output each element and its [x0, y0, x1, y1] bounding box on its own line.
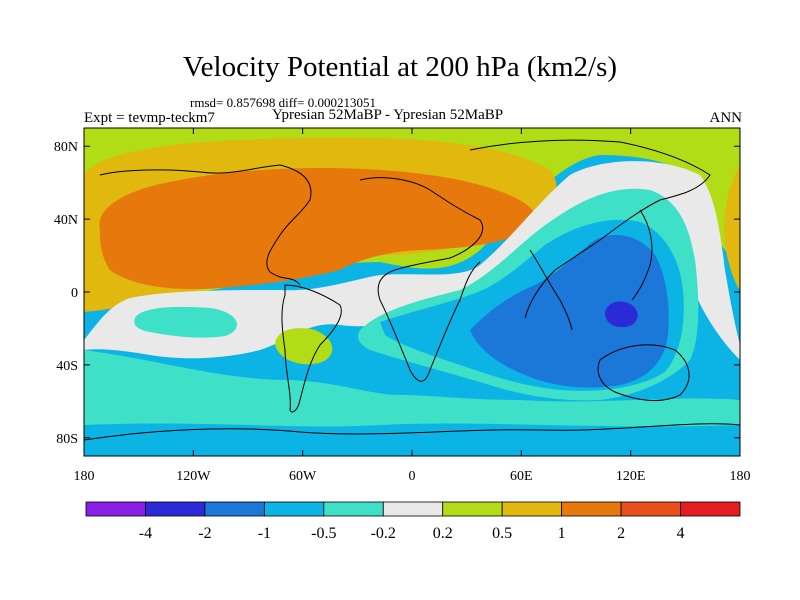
coastlines: [84, 139, 740, 441]
experiment-label: Expt = tevmp-teckm7: [84, 110, 215, 126]
contour-region-antarctic: [84, 423, 740, 456]
colorbar-swatch: [620, 501, 681, 517]
colorbar-swatch: [85, 501, 146, 517]
colorbar-label: 1: [558, 525, 566, 542]
colorbar-swatch: [204, 501, 265, 517]
x-tick-label: 0: [409, 469, 416, 484]
colorbar-swatch: [442, 501, 503, 517]
coast-south-america: [281, 284, 342, 413]
coast-north-america: [99, 164, 312, 286]
colorbar-label: -4: [139, 525, 152, 542]
colorbar-label: 0.5: [492, 525, 512, 542]
coast-europe-africa: [359, 177, 484, 382]
y-tick-label: 80S: [56, 432, 78, 447]
stats-text: rmsd= 0.857698 diff= 0.000213051: [190, 95, 376, 110]
contour-fill-field: [84, 128, 740, 456]
x-axis-ticks: 180 120W 60W 0 60E 120E 180: [74, 128, 751, 484]
colorbar-label: 0.2: [433, 525, 453, 542]
colorbar-swatch: [680, 501, 741, 517]
contour-region-negative-tongue: [134, 306, 237, 338]
page-title: Velocity Potential at 200 hPa (km2/s): [182, 51, 618, 83]
colorbar-swatch: [323, 501, 384, 517]
contour-region-positive-strong: [99, 168, 536, 290]
x-tick-label: 180: [74, 469, 95, 484]
coast-asia: [469, 139, 711, 319]
contour-region-negative-strongest: [605, 301, 638, 328]
season-label: ANN: [709, 110, 743, 126]
colorbar-swatch: [501, 501, 563, 517]
colorbar-swatch: [382, 501, 444, 517]
x-tick-label: 180: [730, 469, 751, 484]
colorbar-label: -0.2: [371, 525, 396, 542]
y-tick-label: 40N: [54, 213, 78, 228]
contour-region-south-america-positive: [275, 328, 333, 365]
coast-india-subcontinent: [529, 249, 573, 331]
colorbar-swatch: [561, 501, 622, 517]
colorbar-label: -0.5: [311, 525, 336, 542]
colorbar-label: 2: [617, 525, 625, 542]
coast-island-chain: [631, 209, 653, 301]
colorbar-label: -1: [258, 525, 271, 542]
contour-region-east-positive: [724, 165, 740, 290]
comparison-subtitle: Ypresian 52MaBP - Ypresian 52MaBP: [272, 107, 504, 123]
x-tick-label: 120E: [616, 469, 646, 484]
y-tick-label: 80N: [54, 140, 78, 155]
coast-antarctica: [84, 423, 740, 441]
x-tick-label: 120W: [176, 469, 211, 484]
x-tick-label: 60E: [510, 469, 533, 484]
colorbar-swatch: [145, 501, 206, 517]
colorbar-label: 4: [677, 525, 685, 542]
coast-australia: [597, 344, 690, 401]
colorbar: -4 -2 -1 -0.5 -0.2 0.2 0.5 1 2 4: [85, 501, 741, 542]
colorbar-label: -2: [198, 525, 211, 542]
y-axis-ticks: 80N 40N 0 40S 80S: [54, 140, 740, 447]
y-tick-label: 0: [71, 286, 78, 301]
colorbar-swatch: [263, 501, 325, 517]
x-tick-label: 60W: [289, 469, 317, 484]
y-tick-label: 40S: [56, 359, 78, 374]
